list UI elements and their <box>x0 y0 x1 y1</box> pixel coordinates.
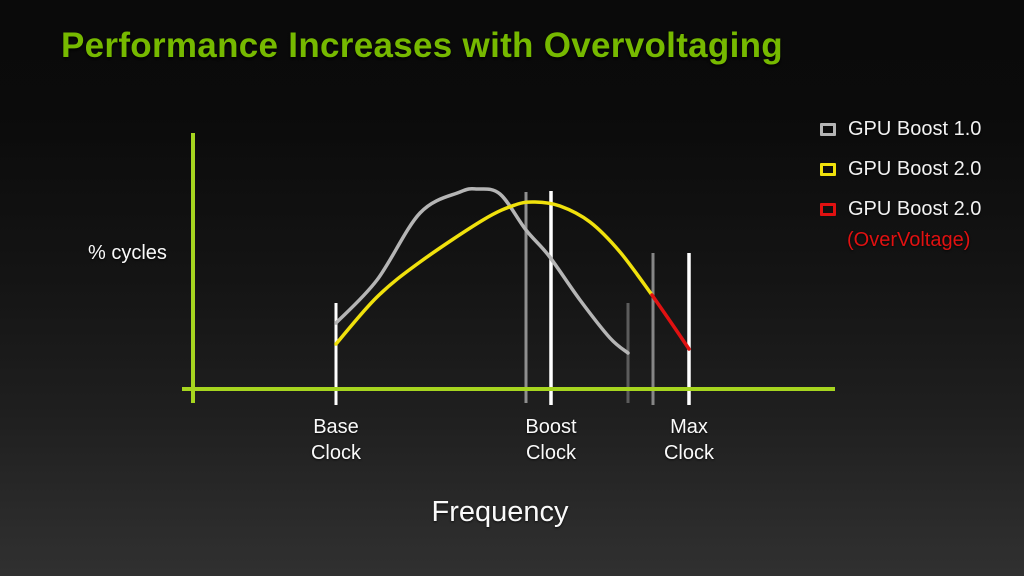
series-gpu-boost-2-0-overvoltage- <box>650 293 691 351</box>
x-tick-label-line: Clock <box>663 442 715 464</box>
series-gpu-boost-1-0 <box>334 186 630 355</box>
x-tick-label-line: Clock <box>310 442 362 464</box>
legend-swatch-yellow-icon <box>820 163 836 176</box>
legend-swatch-red-icon <box>820 203 836 216</box>
x-tick-label-line: Max <box>670 416 708 438</box>
legend-sublabel-overvoltage: (OverVoltage) <box>847 229 971 251</box>
x-tick-label-line: Clock <box>525 442 576 464</box>
x-tick-label-max: Max Clock <box>664 414 714 466</box>
legend-label: GPU Boost 2.0 <box>848 158 982 180</box>
x-tick-label-boost: Boost Clock <box>525 414 576 466</box>
legend-item-gpu-boost-2-0: GPU Boost 2.0 <box>820 157 981 182</box>
y-axis-label: % cycles <box>88 242 167 264</box>
legend-label: GPU Boost 2.0 <box>848 198 982 220</box>
x-tick-label-base: Base Clock <box>311 414 361 466</box>
legend-swatch-gray-icon <box>820 123 836 136</box>
x-axis-label: Frequency <box>431 496 569 528</box>
legend-item-gpu-boost-1-0: GPU Boost 1.0 <box>820 117 981 142</box>
x-tick-label-line: Base <box>313 416 359 438</box>
series-gpu-boost-2-0 <box>334 200 654 346</box>
legend-item-gpu-boost-2-0-overvoltage: GPU Boost 2.0 <box>820 197 981 222</box>
legend: GPU Boost 1.0 GPU Boost 2.0 GPU Boost 2.… <box>820 117 981 252</box>
slide-title: Performance Increases with Overvoltaging <box>61 26 783 65</box>
x-tick-label-line: Boost <box>525 416 577 438</box>
legend-label: GPU Boost 1.0 <box>848 118 982 140</box>
